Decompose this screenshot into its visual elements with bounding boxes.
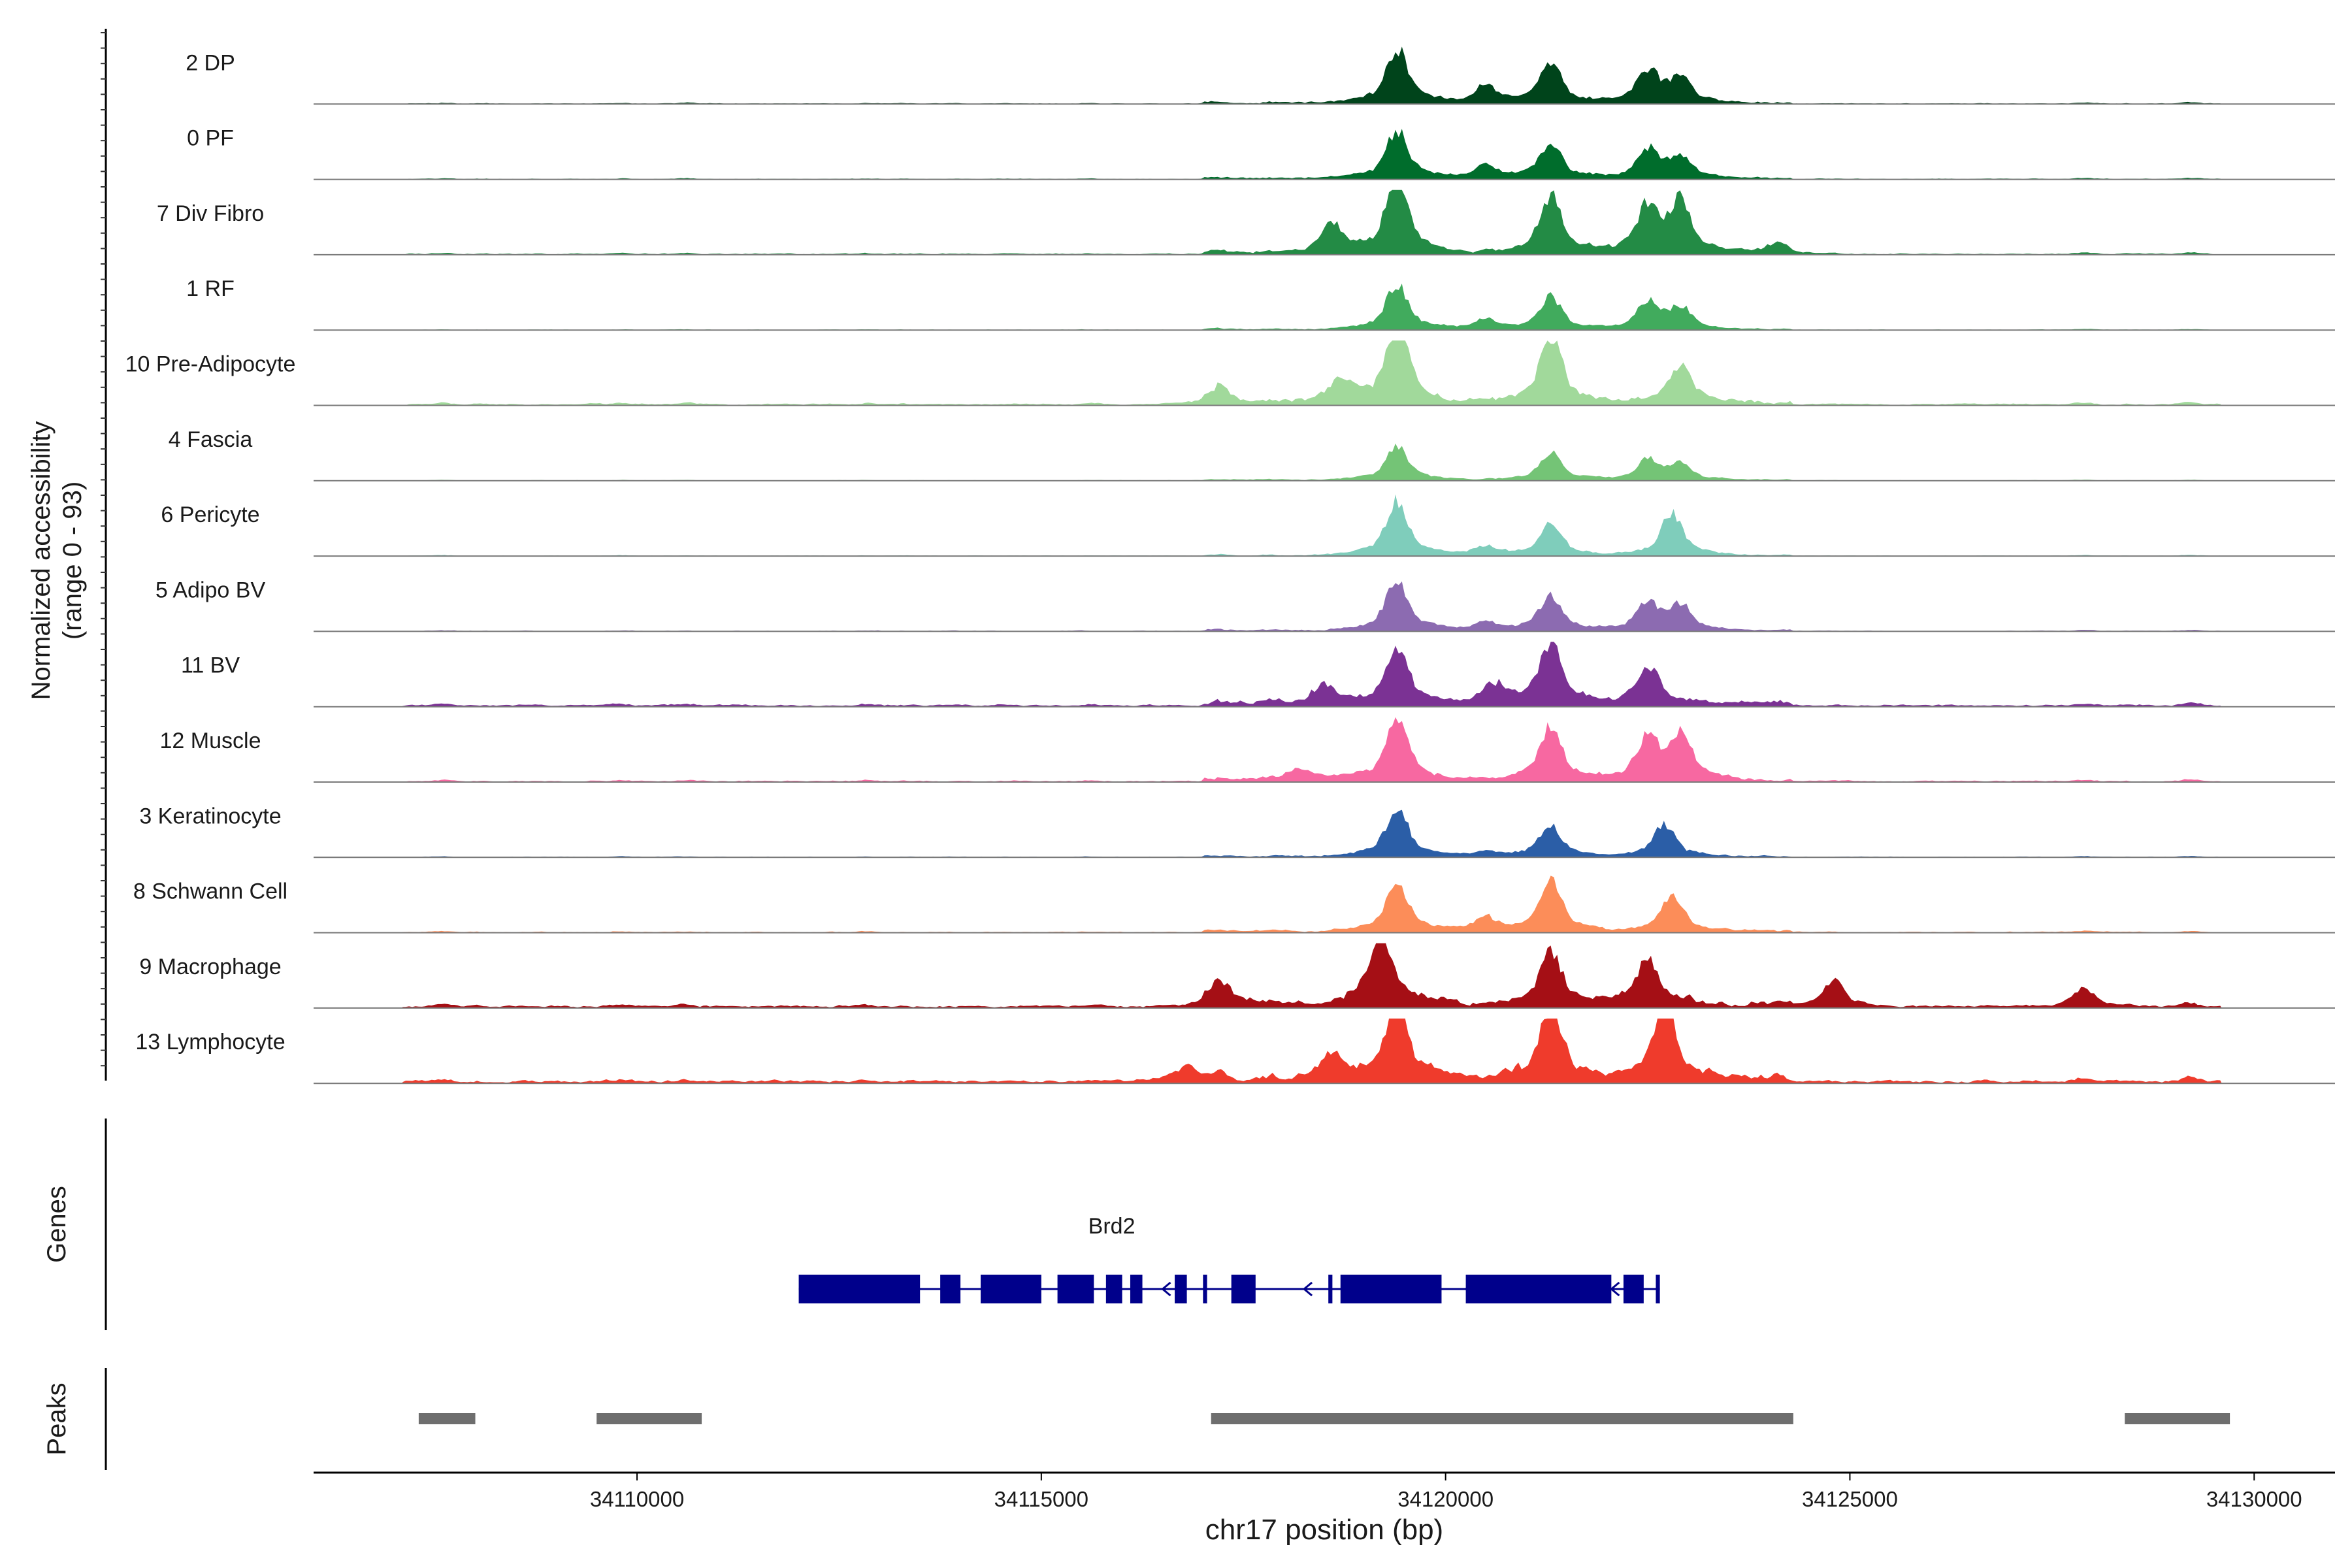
track-area-11-bv — [402, 642, 2222, 707]
gene-exon — [940, 1275, 961, 1303]
track-label: 12 Muscle — [160, 728, 261, 753]
track-label: 8 Schwann Cell — [133, 879, 287, 904]
track-area-3-keratinocyte — [402, 809, 2222, 858]
track-label: 0 PF — [187, 126, 234, 151]
gene-exon — [1105, 1275, 1122, 1303]
gene-exon — [1130, 1275, 1143, 1303]
tracks-y-axis-ticks — [101, 32, 106, 1067]
x-tick-label: 34130000 — [2206, 1487, 2302, 1511]
gene-model: Brd2 — [798, 1214, 1660, 1303]
track-area-9-macrophage — [402, 943, 2222, 1008]
gene-exon — [1656, 1275, 1660, 1303]
gene-exon — [798, 1275, 921, 1303]
x-tick-label: 34115000 — [994, 1487, 1088, 1511]
track-area-2-dp — [402, 46, 2222, 105]
track-area-10-pre-adipocyte — [402, 340, 2222, 406]
track-label: 13 Lymphocyte — [135, 1030, 285, 1054]
strand-arrow — [1302, 1281, 1313, 1297]
x-axis-title: chr17 position (bp) — [1205, 1514, 1443, 1546]
x-tick-label: 34120000 — [1397, 1487, 1494, 1511]
track-label: 5 Adipo BV — [155, 578, 266, 602]
track-label: 2 DP — [186, 50, 235, 75]
track-area-8-schwann-cell — [402, 875, 2222, 933]
track-area-7-div-fibro — [402, 189, 2222, 255]
track-label: 6 Pericyte — [161, 502, 259, 527]
track-area-1-rf — [402, 284, 2222, 331]
strand-arrow — [1161, 1281, 1171, 1297]
track-area-0-pf — [402, 129, 2222, 180]
strand-arrow — [1610, 1281, 1620, 1297]
track-label: 1 RF — [186, 276, 235, 301]
peak-bar — [418, 1413, 476, 1424]
gene-name-label: Brd2 — [1088, 1214, 1135, 1239]
track-area-12-muscle — [402, 717, 2222, 782]
x-tick-label: 34125000 — [1802, 1487, 1898, 1511]
gene-exon — [1328, 1275, 1333, 1303]
x-axis-ticks: 34110000 34115000 34120000 34125000 34130000 — [590, 1473, 2302, 1511]
track-label: 7 Div Fibro — [157, 201, 264, 226]
gene-exon — [1175, 1275, 1187, 1303]
track-area-13-lymphocyte — [402, 1019, 2222, 1084]
gene-exon — [1340, 1275, 1442, 1303]
gene-exon — [1203, 1275, 1207, 1303]
accessibility-tracks: 2 DP 0 PF 7 Div Fibro 1 RF 10 Pre-Adipocyte 4… — [125, 46, 2335, 1085]
x-tick-label: 34110000 — [590, 1487, 684, 1511]
track-label: 10 Pre-Adipocyte — [125, 352, 296, 377]
gene-exon — [1057, 1275, 1094, 1303]
track-area-4-fascia — [402, 443, 2222, 481]
peak-regions — [418, 1413, 2230, 1424]
strand-arrow — [1464, 1281, 1475, 1297]
peak-bar — [596, 1413, 702, 1424]
peaks-panel-label: Peaks — [42, 1382, 71, 1455]
track-label: 11 BV — [181, 653, 240, 678]
track-label: 4 Fascia — [169, 427, 253, 452]
gene-exon — [1231, 1275, 1256, 1303]
gene-exon — [981, 1275, 1041, 1303]
peak-bar — [2125, 1413, 2230, 1424]
y-axis-label-line2: (range 0 - 93) — [58, 482, 87, 640]
genes-panel-label: Genes — [42, 1186, 71, 1263]
gene-exon — [1465, 1275, 1612, 1303]
track-label: 3 Keratinocyte — [139, 804, 281, 828]
gene-exon — [1623, 1275, 1644, 1303]
track-label: 9 Macrophage — [139, 955, 281, 979]
track-area-6-pericyte — [402, 494, 2222, 557]
peak-bar — [1211, 1413, 1793, 1424]
track-area-5-adipo-bv — [402, 581, 2222, 632]
y-axis-label-line1: Normalized accessibility — [27, 421, 56, 700]
